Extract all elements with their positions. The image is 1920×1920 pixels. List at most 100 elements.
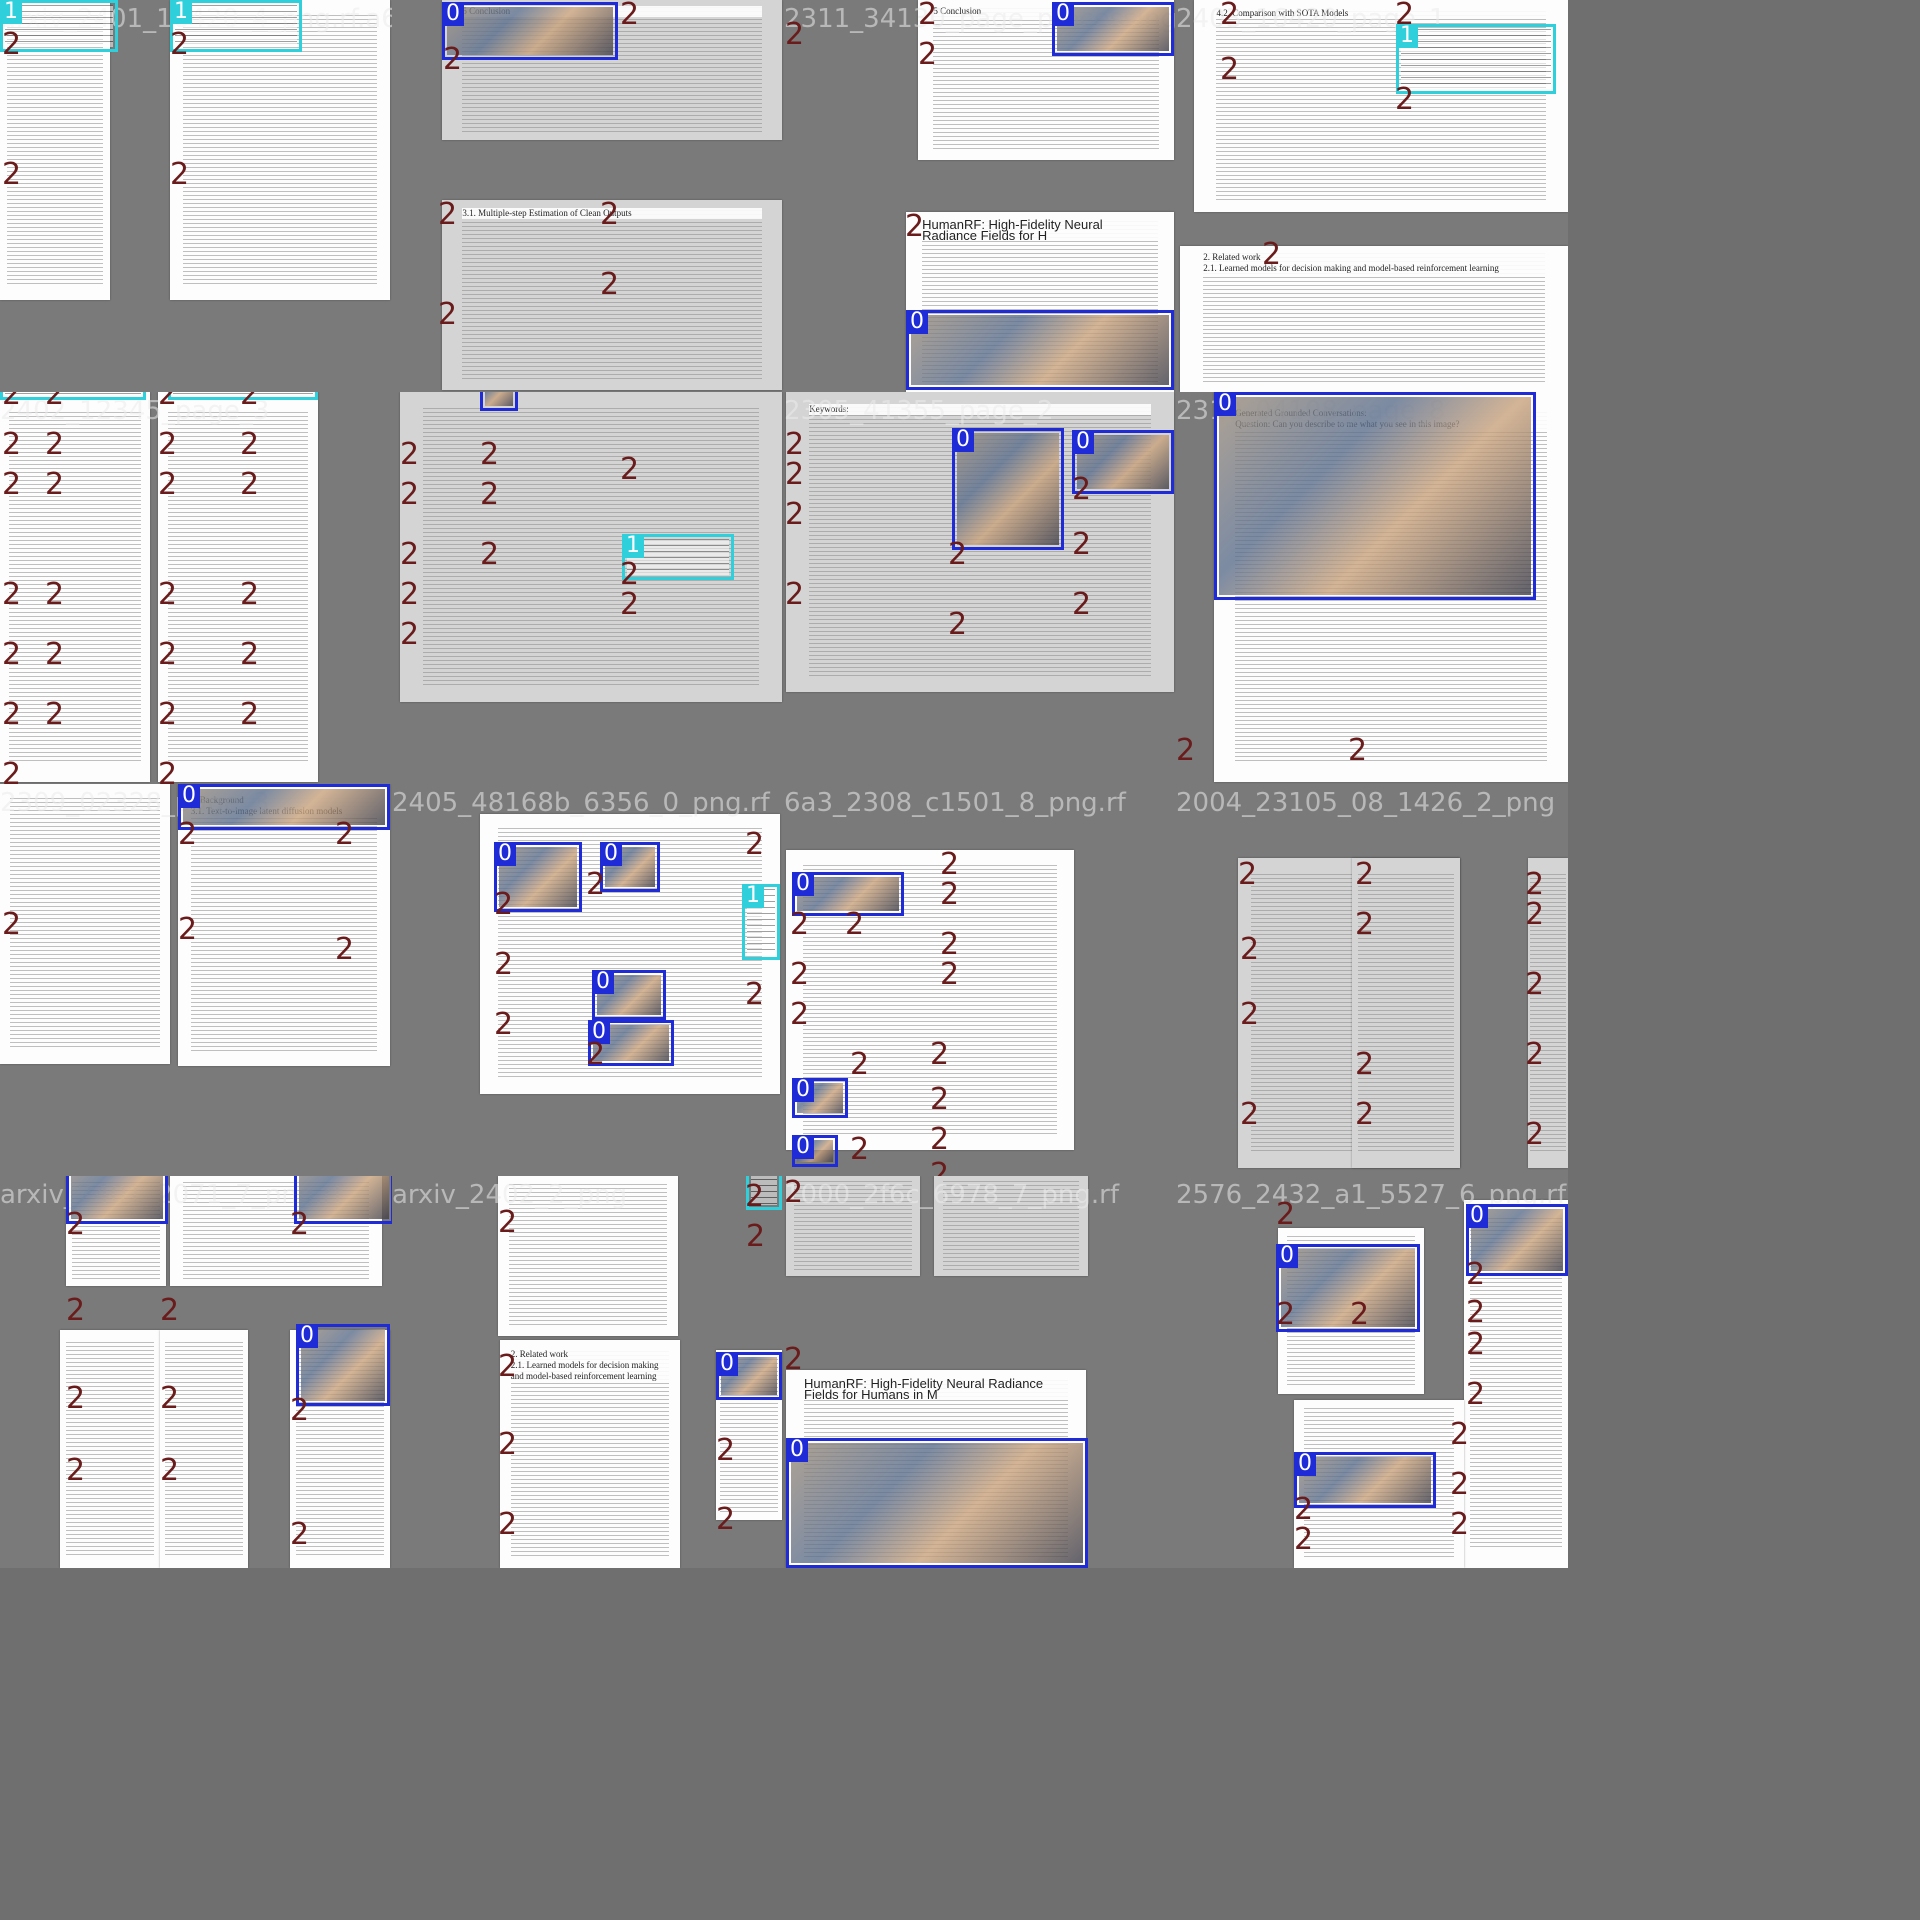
text-region-class-label: 2 [785, 497, 805, 532]
page-text-lines [165, 1341, 243, 1557]
figure-bbox: 0 [1072, 430, 1174, 494]
bbox-class-label: 0 [792, 872, 814, 896]
document-page [0, 392, 150, 782]
text-region-class-label: 2 [1450, 1417, 1470, 1452]
text-region-class-label: 2 [2, 757, 22, 785]
text-region-class-label: 2 [586, 867, 606, 902]
text-region-class-label: 2 [45, 637, 65, 672]
page-text-lines [66, 1341, 154, 1557]
page-text-lines [6, 15, 104, 285]
text-region-class-label: 2 [940, 927, 960, 962]
text-region-class-label: 2 [240, 427, 260, 462]
text-region-class-label: 2 [45, 392, 65, 412]
table-content [627, 539, 729, 575]
text-region-class-label: 2 [240, 637, 260, 672]
text-region-class-label: 2 [240, 392, 260, 412]
text-region-class-label: 2 [438, 297, 458, 332]
figure-bbox: 0 [294, 1176, 392, 1224]
text-region-class-label: 2 [66, 1381, 86, 1416]
document-page [1528, 858, 1568, 1168]
text-region-class-label: 2 [745, 977, 765, 1012]
figure-image [1281, 1249, 1415, 1327]
text-region-class-label: 2 [785, 457, 805, 492]
text-region-class-label: 2 [158, 427, 178, 462]
mosaic-tile: 6a3_2308_c1501_8_png.rf 0 0 0 2 2 2 2 2 2 2 2 2 2 2 2 2 2 [784, 784, 1176, 1176]
text-region-class-label: 2 [620, 0, 640, 32]
text-region-class-label: 2 [940, 957, 960, 992]
text-region-class-label: 2 [1450, 1507, 1470, 1542]
text-region-class-label: 2 [1072, 472, 1092, 507]
text-region-class-label: 2 [1276, 1297, 1296, 1332]
page-text-lines [183, 15, 377, 285]
page-text-lines [190, 798, 378, 1052]
figure-bbox: 0 [592, 970, 666, 1020]
text-region-class-label: 2 [400, 617, 420, 652]
text-region-class-label: 2 [158, 392, 178, 412]
text-region-class-label: 2 [1395, 0, 1415, 32]
text-region-class-label: 2 [930, 1082, 950, 1117]
text-region-class-label: 2 [1176, 733, 1196, 768]
page-text-lines [1530, 873, 1566, 1153]
figure-bbox: 0 [792, 1135, 838, 1167]
bbox-class-label: 0 [952, 428, 974, 452]
text-region-class-label: 2 [948, 537, 968, 572]
table-content [1401, 29, 1551, 89]
table-bbox: 1 [746, 1176, 782, 1210]
figure-image [447, 7, 613, 55]
page-text-lines [510, 1351, 670, 1557]
document-page: 3.1. Multiple-step Estimation of Clean O… [442, 200, 782, 390]
text-region-class-label: 2 [785, 427, 805, 462]
mosaic-tile: 2405_48168b_6356_0_png.rf 0 0 1 0 0 2 2 2 2 2 2 2 [392, 784, 784, 1176]
bbox-class-label: 0 [494, 842, 516, 866]
page-heading: 4.2. Comparison with SOTA Models [1216, 8, 1546, 20]
figure-bbox: 0 [480, 392, 518, 411]
figure-bbox: 0 [792, 872, 904, 916]
document-page [0, 784, 170, 1064]
page-text-lines [508, 1184, 668, 1328]
text-region-class-label: 2 [790, 907, 810, 942]
figure-bbox: 0 [952, 428, 1064, 550]
text-region-class-label: 2 [1276, 1197, 1296, 1232]
bbox-class-label: 0 [906, 310, 928, 334]
text-region-class-label: 2 [160, 1453, 180, 1488]
text-region-class-label: 2 [45, 697, 65, 732]
text-region-class-label: 2 [785, 17, 805, 52]
text-region-class-label: 2 [498, 1176, 517, 1180]
page-text-lines [1358, 873, 1454, 1153]
text-region-class-label: 2 [494, 1007, 514, 1042]
text-region-class-label: 2 [400, 437, 420, 472]
text-region-class-label: 2 [850, 1047, 870, 1082]
bbox-class-label: 1 [1396, 24, 1418, 48]
text-region-class-label: 2 [2, 392, 22, 412]
text-region-class-label: 2 [160, 1293, 180, 1328]
figure-image [1299, 1457, 1431, 1503]
text-region-class-label: 2 [716, 1433, 736, 1468]
text-region-class-label: 2 [620, 587, 640, 622]
page-text-lines [794, 1181, 912, 1271]
text-region-class-label: 2 [600, 197, 620, 232]
text-region-class-label: 2 [1355, 1047, 1375, 1082]
figure-bbox: 0 [588, 1020, 674, 1066]
table-bbox: 1 [168, 392, 318, 400]
text-region-class-label: 2 [498, 1349, 518, 1384]
text-region-class-label: 2 [45, 577, 65, 612]
text-region-class-label: 2 [480, 437, 500, 472]
figure-image [957, 433, 1059, 545]
bbox-class-label: 0 [592, 970, 614, 994]
document-page [934, 1176, 1088, 1276]
text-region-class-label: 2 [174, 1176, 193, 1180]
text-region-class-label: 2 [158, 577, 178, 612]
document-page [1352, 858, 1460, 1168]
figure-bbox: 0 [494, 842, 582, 912]
text-region-class-label: 2 [784, 1342, 804, 1377]
mosaic-tile: 2576_2432_a1_5527_6_png.rf 0 0 0 2 2 2 2 2 2 2 2 2 2 2… [1176, 1176, 1568, 1568]
text-region-class-label: 2 [716, 1502, 736, 1537]
figure-bbox: 0 [1052, 2, 1174, 56]
text-region-class-label: 2 [1348, 733, 1368, 768]
text-region-class-label: 2 [1525, 1117, 1545, 1152]
document-page [158, 392, 318, 782]
text-region-class-label: 2 [400, 577, 420, 612]
page-text-lines [943, 1181, 1079, 1271]
table-bbox: 1 [1396, 24, 1556, 94]
